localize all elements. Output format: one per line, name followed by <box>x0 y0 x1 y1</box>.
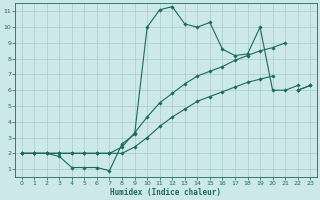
X-axis label: Humidex (Indice chaleur): Humidex (Indice chaleur) <box>110 188 221 197</box>
